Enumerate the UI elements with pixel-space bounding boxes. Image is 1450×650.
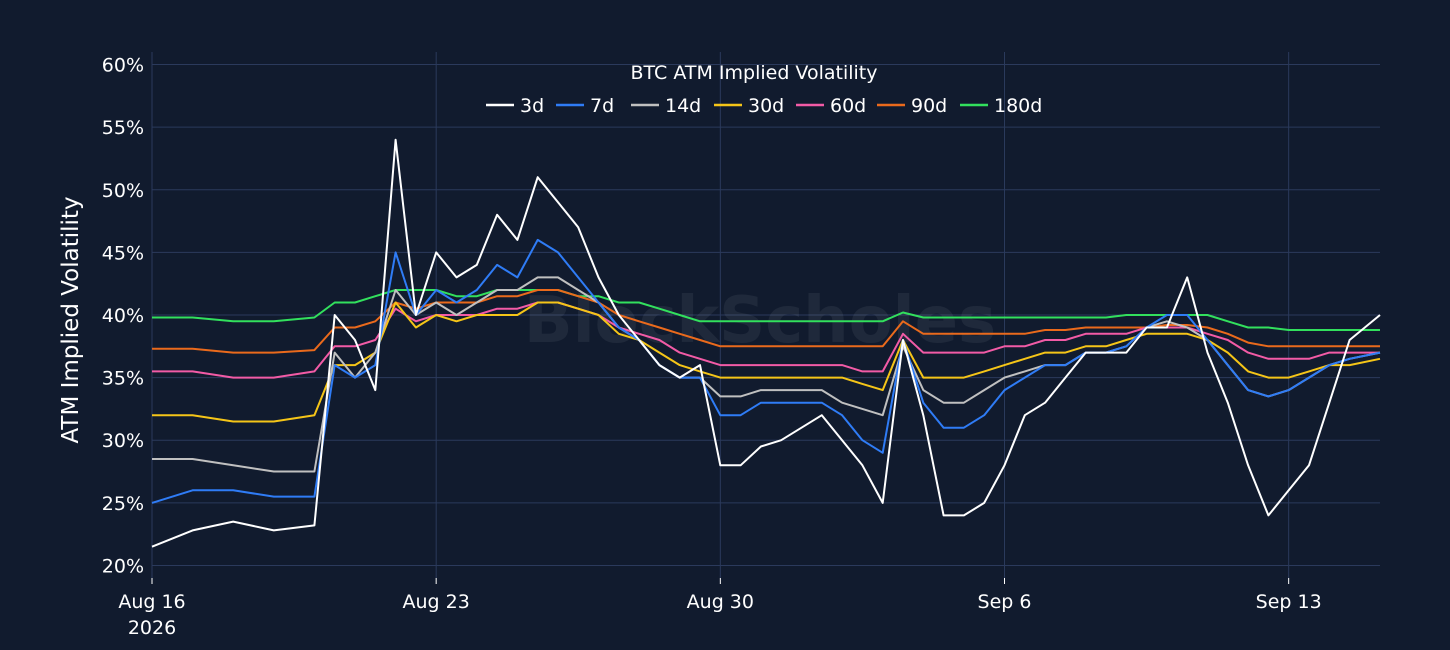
legend-item-30d[interactable]: 30d bbox=[714, 95, 784, 117]
legend-item-180d[interactable]: 180d bbox=[960, 95, 1042, 117]
y-axis-title: ATM Implied Volatility bbox=[58, 196, 84, 443]
legend-item-90d[interactable]: 90d bbox=[877, 95, 947, 117]
y-tick-label: 60% bbox=[102, 55, 144, 77]
y-tick-label: 40% bbox=[102, 305, 144, 327]
legend-item-60d[interactable]: 60d bbox=[796, 95, 866, 117]
x-tick-year-label: 2026 bbox=[128, 617, 176, 639]
x-tick-label: Aug 30 bbox=[687, 591, 754, 613]
y-tick-label: 25% bbox=[102, 493, 144, 515]
legend-label: 30d bbox=[748, 95, 784, 117]
y-tick-label: 55% bbox=[102, 117, 144, 139]
y-tick-label: 35% bbox=[102, 368, 144, 390]
legend-label: 14d bbox=[665, 95, 701, 117]
x-tick-label: Aug 23 bbox=[403, 591, 470, 613]
legend-label: 3d bbox=[520, 95, 544, 117]
legend-label: 60d bbox=[830, 95, 866, 117]
x-tick-label: Sep 6 bbox=[978, 591, 1032, 613]
series-line-30d bbox=[152, 301, 1381, 423]
legend-label: 90d bbox=[911, 95, 947, 117]
series-line-14d bbox=[152, 276, 1381, 473]
legend-item-7d[interactable]: 7d bbox=[556, 95, 614, 117]
legend-item-14d[interactable]: 14d bbox=[631, 95, 701, 117]
y-axis-ticks: 20% 25% 30% 35% 40% 45% 50% 55% 60% bbox=[102, 55, 144, 578]
series-line-3d bbox=[151, 138, 1381, 548]
x-tick-label: Aug 16 bbox=[118, 591, 185, 613]
y-tick-label: 20% bbox=[102, 555, 144, 577]
series-line-60d bbox=[152, 301, 1380, 379]
chart-title: BTC ATM Implied Volatility bbox=[631, 62, 878, 84]
legend-label: 180d bbox=[994, 95, 1042, 117]
legend-label: 7d bbox=[590, 95, 614, 117]
series-lines bbox=[151, 138, 1381, 548]
y-tick-label: 30% bbox=[102, 430, 144, 452]
series-line-7d bbox=[151, 238, 1381, 504]
x-axis-ticks: Aug 16 Aug 23 Aug 30 Sep 6 Sep 13 2026 bbox=[118, 578, 1322, 639]
legend: 3d 7d 14d 30d 60d 90d 180d bbox=[486, 95, 1042, 117]
x-tick-label: Sep 13 bbox=[1256, 591, 1322, 613]
y-tick-label: 50% bbox=[102, 180, 144, 202]
legend-item-3d[interactable]: 3d bbox=[486, 95, 544, 117]
y-tick-label: 45% bbox=[102, 242, 144, 264]
